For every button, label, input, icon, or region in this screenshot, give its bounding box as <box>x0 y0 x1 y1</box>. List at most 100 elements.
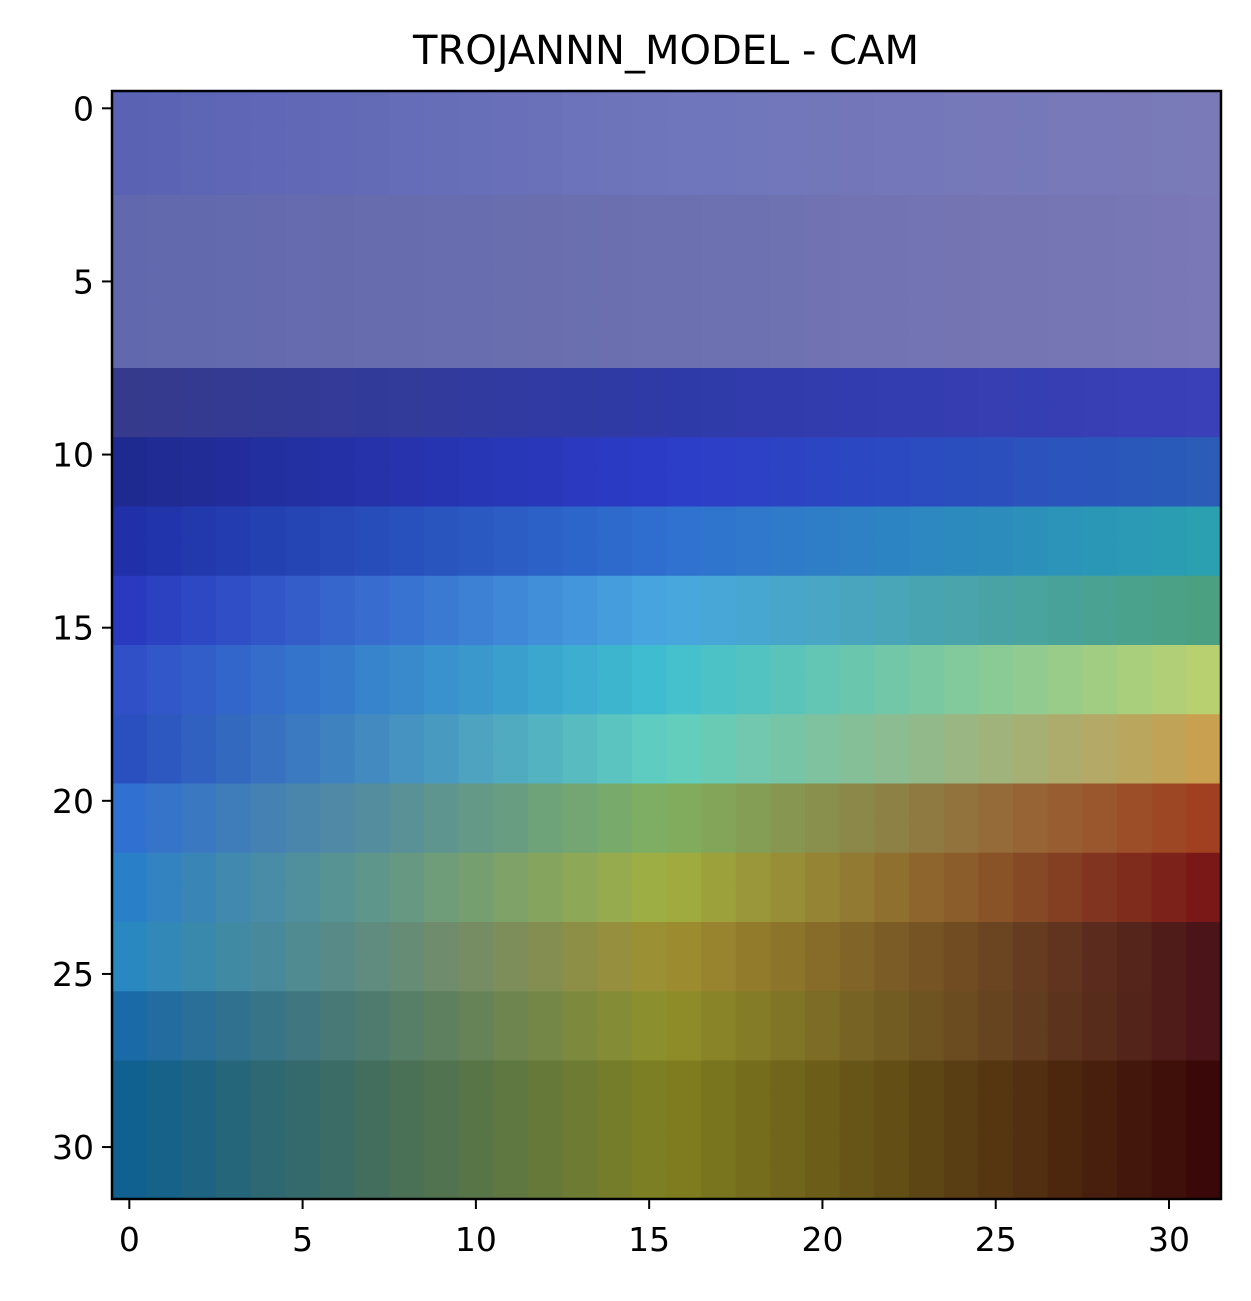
heatmap-cell <box>458 1025 494 1062</box>
heatmap-cell <box>493 783 529 819</box>
heatmap-cell <box>735 852 772 888</box>
heatmap-cell <box>562 368 598 404</box>
heatmap-cell <box>181 783 217 819</box>
heatmap-cell <box>1186 402 1222 438</box>
heatmap-cell <box>1082 1095 1118 1131</box>
heatmap-cell <box>1013 610 1049 646</box>
heatmap-cell <box>701 125 737 161</box>
heatmap-cell <box>839 679 876 715</box>
heatmap-cell <box>181 575 217 611</box>
heatmap-cell <box>874 194 910 231</box>
heatmap-cell <box>493 264 529 300</box>
heatmap-cell <box>562 402 598 438</box>
heatmap-cell <box>1117 1095 1153 1131</box>
heatmap-cell <box>909 1025 945 1062</box>
heatmap-cell <box>112 748 148 785</box>
heatmap-cell <box>527 125 564 161</box>
heatmap-cell <box>1013 645 1049 681</box>
heatmap-cell <box>1117 333 1153 369</box>
heatmap-cell <box>250 229 286 265</box>
heatmap-cell <box>770 852 806 888</box>
heatmap-cell <box>181 437 217 473</box>
heatmap-cell <box>562 1060 598 1096</box>
heatmap-cell <box>978 541 1014 577</box>
heatmap-cell <box>285 541 321 577</box>
heatmap-cell <box>666 368 702 404</box>
heatmap-cell <box>389 748 425 785</box>
heatmap-cell <box>1117 852 1153 888</box>
heatmap-cell <box>874 368 910 404</box>
heatmap-cell <box>112 714 148 750</box>
heatmap-cell <box>1047 368 1083 404</box>
heatmap-cell <box>112 679 148 715</box>
heatmap-cell <box>146 783 182 819</box>
heatmap-cell <box>805 1095 841 1131</box>
heatmap-cell <box>527 1095 564 1131</box>
heatmap-cell <box>943 194 980 231</box>
heatmap-cell <box>423 368 460 404</box>
heatmap-cell <box>146 1164 182 1200</box>
heatmap-cell <box>805 1060 841 1096</box>
x-tick-label: 20 <box>801 1220 843 1259</box>
heatmap-cell <box>735 1095 772 1131</box>
heatmap-cell <box>389 714 425 750</box>
heatmap-cell <box>250 333 286 369</box>
heatmap-cell <box>215 368 252 404</box>
heatmap-cell <box>250 160 286 196</box>
heatmap-cell <box>215 402 252 438</box>
heatmap-cell <box>874 610 910 646</box>
heatmap-cell <box>562 714 598 750</box>
heatmap-cell <box>874 298 910 334</box>
heatmap-cell <box>493 610 529 646</box>
heatmap-cell <box>666 194 702 231</box>
heatmap-cell <box>1082 991 1118 1027</box>
heatmap-cell <box>319 783 356 819</box>
heatmap-cell <box>874 1095 910 1131</box>
heatmap-cell <box>423 160 460 196</box>
heatmap-cell <box>389 264 425 300</box>
heatmap-cell <box>215 298 252 334</box>
heatmap-cell <box>493 1164 529 1200</box>
heatmap-cell <box>458 991 494 1027</box>
heatmap-cell <box>215 714 252 750</box>
heatmap-cell <box>597 1095 633 1131</box>
heatmap-cell <box>805 610 841 646</box>
heatmap-cell <box>458 160 494 196</box>
heatmap-cell <box>354 783 390 819</box>
heatmap-cell <box>909 160 945 196</box>
heatmap-cell <box>423 437 460 473</box>
heatmap-cell <box>458 1164 494 1200</box>
heatmap-cell <box>1186 714 1222 750</box>
heatmap-cell <box>1082 368 1118 404</box>
heatmap-cell <box>909 437 945 473</box>
heatmap-cell <box>597 402 633 438</box>
heatmap-cell <box>215 818 252 854</box>
heatmap-cell <box>805 1129 841 1165</box>
heatmap-cell <box>1013 264 1049 300</box>
heatmap-cell <box>493 1025 529 1062</box>
heatmap-cell <box>1117 922 1153 958</box>
heatmap-cell <box>770 229 806 265</box>
heatmap-cell <box>631 748 668 785</box>
heatmap-cell <box>1151 506 1187 542</box>
heatmap-cell <box>181 125 217 161</box>
heatmap-cell <box>770 783 806 819</box>
heatmap-cell <box>701 818 737 854</box>
heatmap-cell <box>631 852 668 888</box>
heatmap-cell <box>1013 506 1049 542</box>
heatmap-cell <box>285 714 321 750</box>
heatmap-cell <box>493 818 529 854</box>
heatmap-cell <box>978 125 1014 161</box>
heatmap-cell <box>770 1095 806 1131</box>
heatmap-cell <box>319 610 356 646</box>
heatmap-cell <box>319 125 356 161</box>
heatmap-cell <box>701 1025 737 1062</box>
heatmap-cell <box>527 160 564 196</box>
heatmap-cell <box>215 160 252 196</box>
heatmap-cell <box>1117 506 1153 542</box>
heatmap-cell <box>805 264 841 300</box>
heatmap-cell <box>250 783 286 819</box>
heatmap-cell <box>909 402 945 438</box>
heatmap-cell <box>874 264 910 300</box>
heatmap-cell <box>389 298 425 334</box>
